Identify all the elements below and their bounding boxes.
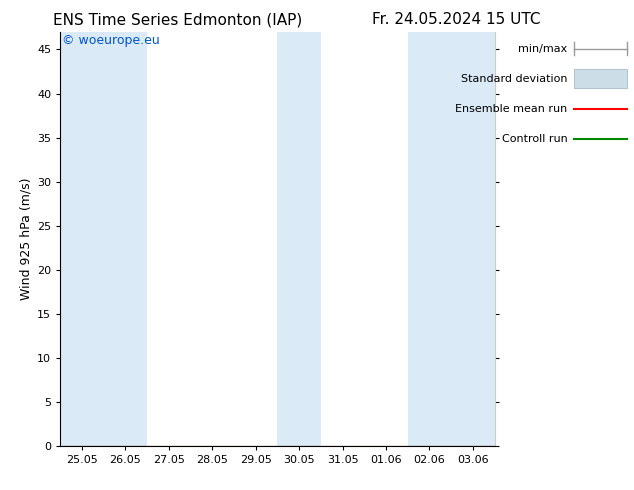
- Bar: [278, 32, 321, 446]
- Bar: [451, 32, 495, 446]
- Text: min/max: min/max: [518, 44, 567, 53]
- Text: Fr. 24.05.2024 15 UTC: Fr. 24.05.2024 15 UTC: [372, 12, 541, 27]
- Bar: [60, 32, 104, 446]
- FancyBboxPatch shape: [574, 69, 627, 88]
- Y-axis label: Wind 925 hPa (m/s): Wind 925 hPa (m/s): [20, 178, 33, 300]
- Text: © woeurope.eu: © woeurope.eu: [62, 34, 160, 47]
- Bar: [408, 32, 451, 446]
- Text: ENS Time Series Edmonton (IAP): ENS Time Series Edmonton (IAP): [53, 12, 302, 27]
- Bar: [104, 32, 147, 446]
- Text: Standard deviation: Standard deviation: [461, 74, 567, 84]
- Text: Ensemble mean run: Ensemble mean run: [455, 104, 567, 114]
- Text: Controll run: Controll run: [501, 134, 567, 144]
